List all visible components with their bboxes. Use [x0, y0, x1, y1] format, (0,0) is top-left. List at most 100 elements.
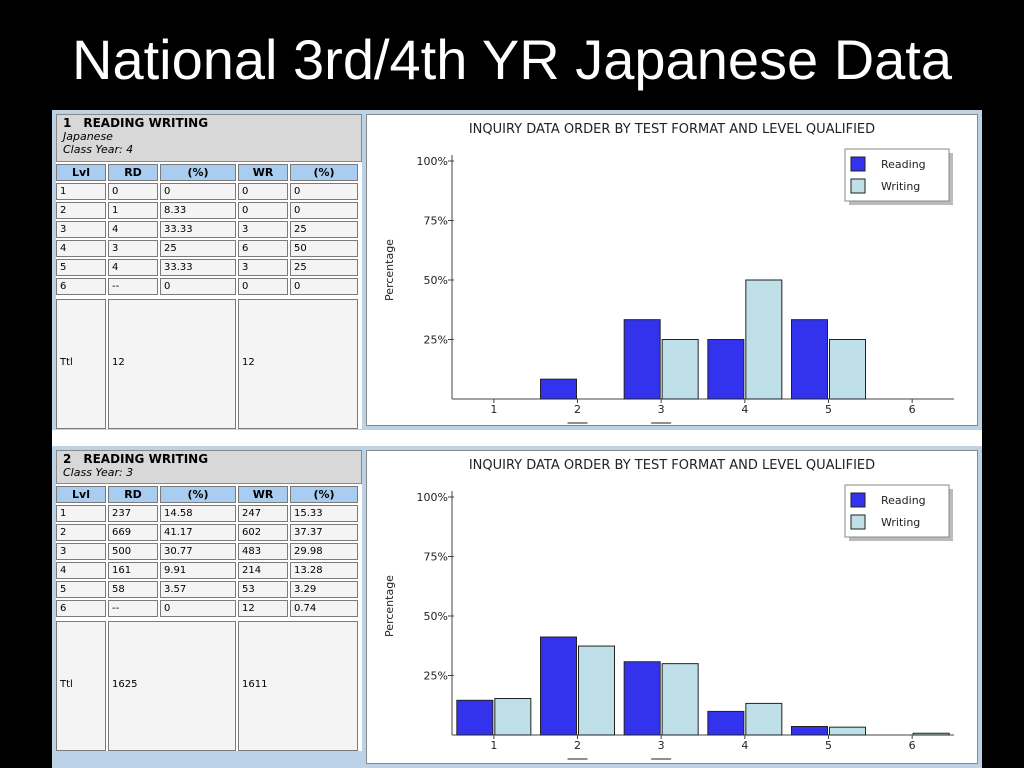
table-cell: 3: [238, 221, 288, 238]
reading-bar: [540, 378, 577, 400]
reading-bar: [707, 710, 745, 736]
report-heading-text: READING WRITING: [83, 452, 209, 466]
table-cell: 4: [56, 240, 106, 257]
legend-swatch: [850, 492, 866, 508]
y-tick-label: 25%: [424, 670, 448, 683]
writing-bar: [494, 698, 532, 736]
table-cell: 2: [56, 202, 106, 219]
x-tick-label: 4: [741, 739, 748, 752]
table-cell: 0: [160, 183, 236, 200]
table-cell: 30.77: [160, 543, 236, 560]
table-cell: 33.33: [160, 221, 236, 238]
table-cell: 6: [56, 600, 106, 617]
writing-bar: [912, 732, 950, 736]
column-header: Lvl: [56, 164, 106, 181]
y-tick-label: 75%: [424, 215, 448, 228]
table-cell: 247: [238, 505, 288, 522]
total-label: Ttl: [56, 621, 106, 751]
table-cell: 2: [56, 524, 106, 541]
bar-chart: INQUIRY DATA ORDER BY TEST FORMAT AND LE…: [366, 450, 978, 764]
table-cell: 214: [238, 562, 288, 579]
x-tick-label: 1: [490, 739, 497, 752]
table-cell: 4: [56, 562, 106, 579]
column-header: (%): [290, 164, 358, 181]
table-cell: 13.28: [290, 562, 358, 579]
table-cell: 3.57: [160, 581, 236, 598]
bar-chart: INQUIRY DATA ORDER BY TEST FORMAT AND LE…: [366, 114, 978, 426]
total-writing-text: 12: [242, 357, 255, 368]
column-header: RD: [108, 164, 158, 181]
total-label-text: Ttl: [60, 357, 73, 368]
table-header: 1 READING WRITING Japanese Class Year: 4: [56, 114, 362, 162]
table-cell: 1: [56, 183, 106, 200]
data-table: 2 READING WRITING Class Year: 3 Lvl RD (%) WR(…: [56, 450, 362, 751]
column-header: (%): [290, 486, 358, 503]
table-cell: 6: [56, 278, 106, 295]
reading-bar: [456, 699, 494, 736]
total-writing: 12: [238, 299, 358, 429]
total-reading: 12: [108, 299, 236, 429]
writing-bar: [661, 339, 699, 400]
table-header: 2 READING WRITING Class Year: 3: [56, 450, 362, 484]
total-reading: 1625: [108, 621, 236, 751]
writing-bar: [661, 663, 699, 736]
table-cell: 4: [108, 259, 158, 276]
column-header: (%): [160, 486, 236, 503]
x-tick-label: 2: [574, 403, 581, 416]
table-cell: 237: [108, 505, 158, 522]
reading-bar: [707, 339, 745, 400]
table-cell: 500: [108, 543, 158, 560]
slide-title: National 3rd/4th YR Japanese Data: [72, 28, 952, 91]
table-cell: 669: [108, 524, 158, 541]
column-header: WR: [238, 164, 288, 181]
table-cell: 0: [290, 183, 358, 200]
y-tick-label: 50%: [424, 274, 448, 287]
writing-bar: [829, 726, 866, 736]
table-cell: 0: [108, 183, 158, 200]
table-cell: 5: [56, 259, 106, 276]
total-label-text: Ttl: [60, 679, 73, 690]
y-axis-label: Percentage: [383, 239, 396, 301]
writing-bar: [745, 279, 783, 400]
table-cell: 0: [160, 600, 236, 617]
column-header: (%): [160, 164, 236, 181]
table-cell: 0: [238, 278, 288, 295]
table-cell: 53: [238, 581, 288, 598]
data-table: 1 READING WRITING Japanese Class Year: 4 Lvl…: [56, 114, 362, 429]
table-cell: 3.29: [290, 581, 358, 598]
panel-separator: [52, 430, 982, 446]
reading-bar: [791, 319, 828, 400]
table-cell: 9.91: [160, 562, 236, 579]
report-number: 1: [63, 116, 72, 130]
total-reading-text: 12: [112, 357, 125, 368]
table-cell: 0: [290, 278, 358, 295]
x-tick-label: 5: [825, 403, 832, 416]
report-number: 2: [63, 452, 72, 466]
legend-label: Writing: [881, 180, 920, 193]
reading-bar: [791, 726, 828, 736]
report-heading: 2 READING WRITING: [63, 453, 355, 466]
class-year-label: Class Year: 3: [63, 466, 134, 479]
table-cell: 25: [160, 240, 236, 257]
table-cell: 161: [108, 562, 158, 579]
table-cell: 1: [56, 505, 106, 522]
legend-label: Reading: [881, 158, 926, 171]
table-cell: 3: [108, 240, 158, 257]
report-panel-1: 1 READING WRITING Japanese Class Year: 4 Lvl…: [52, 110, 982, 430]
table-cell: 0: [238, 183, 288, 200]
table-cell: 58: [108, 581, 158, 598]
writing-bar: [829, 339, 866, 400]
y-tick-label: 75%: [424, 551, 448, 564]
column-header: Lvl: [56, 486, 106, 503]
table-cell: 602: [238, 524, 288, 541]
x-tick-label: 4: [741, 403, 748, 416]
x-tick-label: 3: [658, 739, 665, 752]
x-tick-label: 2: [574, 739, 581, 752]
y-tick-label: 100%: [417, 155, 448, 168]
table-cell: 6: [238, 240, 288, 257]
table-cell: 0: [290, 202, 358, 219]
table-cell: 37.37: [290, 524, 358, 541]
table-cell: --: [108, 600, 158, 617]
table-cell: 15.33: [290, 505, 358, 522]
x-tick-label: 6: [909, 739, 916, 752]
